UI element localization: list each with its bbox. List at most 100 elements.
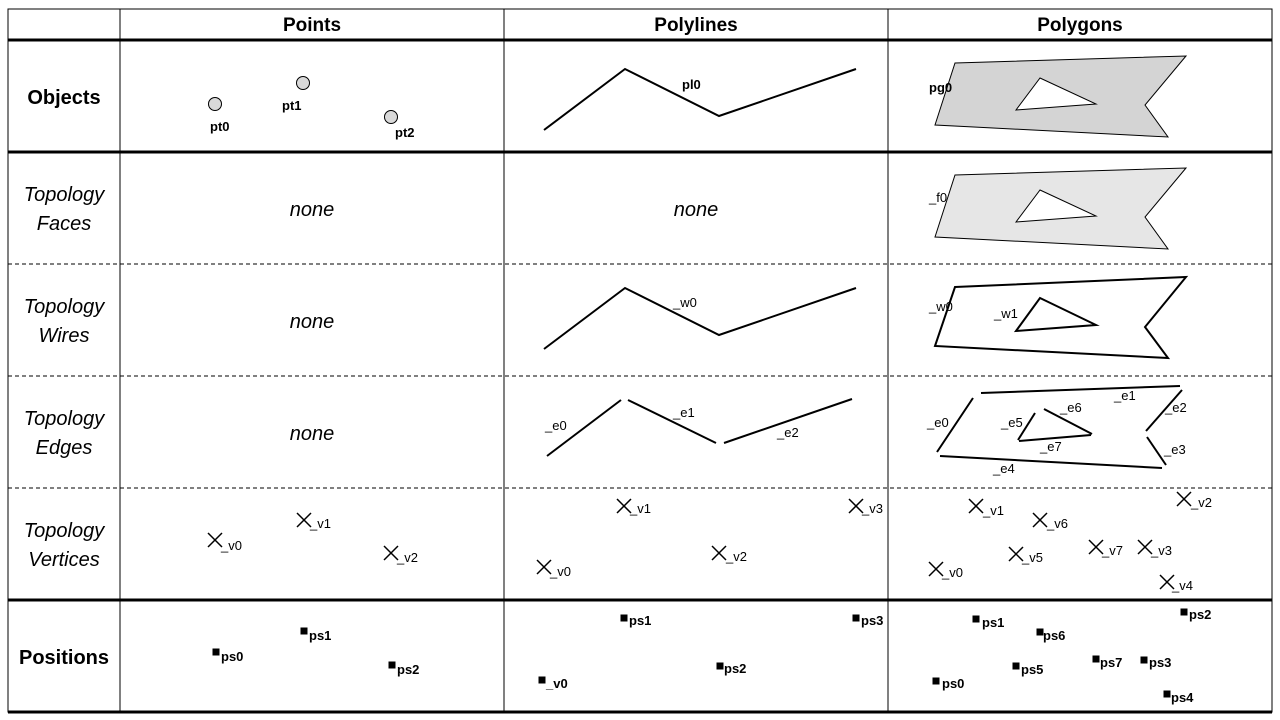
position-mark-polygon-ps0 bbox=[932, 677, 940, 685]
label-points-ps1: ps1 bbox=[309, 628, 331, 643]
label-polyline-ps3: ps3 bbox=[861, 613, 883, 628]
vertex-mark-polyline-v2 bbox=[711, 545, 727, 561]
header-points: Points bbox=[283, 15, 341, 36]
edges-polygon: _e0 _e1 _e2 _e3 _e4 _e5 _e6 _e7 bbox=[926, 385, 1187, 476]
row-label-wires-line1: Topology bbox=[24, 296, 105, 318]
vertex-mark-polyline-v3 bbox=[848, 498, 864, 514]
label-points-v1: _v1 bbox=[309, 516, 331, 531]
vertex-mark-polygon-v6 bbox=[1032, 512, 1048, 528]
vertices-polyline-labels: _v0 _v1 _v2 _v3 bbox=[549, 501, 883, 579]
label-polygon-ps3: ps3 bbox=[1149, 655, 1171, 670]
label-pt2: pt2 bbox=[395, 125, 415, 140]
label-points-v2: _v2 bbox=[396, 550, 418, 565]
label-polyline-e1: _e1 bbox=[672, 405, 695, 420]
label-polygon-e1: _e1 bbox=[1113, 388, 1136, 403]
position-mark-polygon-ps3 bbox=[1140, 656, 1148, 664]
vertex-mark-polygon-v1 bbox=[968, 498, 984, 514]
position-mark-polyline-ps1 bbox=[620, 614, 628, 622]
position-mark-polygon-ps2 bbox=[1180, 608, 1188, 616]
label-polygon-v7: _v7 bbox=[1101, 543, 1123, 558]
vertex-mark-points-v1 bbox=[296, 512, 312, 528]
label-polygon-ps1: ps1 bbox=[982, 615, 1004, 630]
label-polygon-e7: _e7 bbox=[1039, 439, 1062, 454]
vertex-mark-points-v2 bbox=[383, 545, 399, 561]
faces-polygon: _f0 bbox=[928, 167, 1188, 250]
edge-polygon-e1 bbox=[980, 385, 1181, 394]
label-polygon-w1: _w1 bbox=[993, 306, 1018, 321]
position-marks bbox=[212, 608, 1188, 698]
vertex-mark-polygon-v2 bbox=[1176, 491, 1192, 507]
position-mark-points-ps0 bbox=[212, 648, 220, 656]
label-polygon-e0: _e0 bbox=[926, 415, 949, 430]
label-polyline-ps1: ps1 bbox=[629, 613, 651, 628]
edge-polygon-e7 bbox=[1018, 434, 1092, 442]
vertex-mark-polygon-v5 bbox=[1008, 546, 1024, 562]
label-points-ps0: ps0 bbox=[221, 649, 243, 664]
objects-polygon: pg0 bbox=[929, 55, 1188, 138]
edge-polygon-e4 bbox=[939, 455, 1163, 469]
label-polygon-v6: _v6 bbox=[1046, 516, 1068, 531]
vertex-mark-polyline-v0 bbox=[536, 559, 552, 575]
vertex-mark-polygon-v3 bbox=[1137, 539, 1153, 555]
positions-points-labels: ps0 ps1 ps2 bbox=[221, 628, 419, 677]
label-polygon-e5: _e5 bbox=[1000, 415, 1023, 430]
label-polygon-v3: _v3 bbox=[1150, 543, 1172, 558]
point-pt2 bbox=[384, 110, 398, 124]
point-pt0 bbox=[208, 97, 222, 111]
label-polygon-w0: _w0 bbox=[928, 299, 953, 314]
edge-polyline-e2 bbox=[723, 398, 853, 444]
label-pt0: pt0 bbox=[210, 119, 230, 134]
vertex-mark-polygon-v7 bbox=[1088, 539, 1104, 555]
position-mark-polygon-ps6 bbox=[1036, 628, 1044, 636]
label-polygon-ps5: ps5 bbox=[1021, 662, 1043, 677]
label-polygon-e4: _e4 bbox=[992, 461, 1015, 476]
edge-polyline-e1 bbox=[627, 399, 717, 444]
label-pl0: pl0 bbox=[682, 77, 701, 92]
edge-polyline-e0 bbox=[546, 399, 622, 457]
positions-polygon-labels: ps0 ps1 ps2 ps3 ps4 ps5 ps6 ps7 bbox=[942, 607, 1211, 705]
edge-polygon-e2 bbox=[1145, 389, 1183, 432]
position-mark-polygon-ps5 bbox=[1012, 662, 1020, 670]
label-polyline-v2: _v2 bbox=[725, 549, 747, 564]
row-label-edges-line1: Topology bbox=[24, 408, 105, 430]
label-polygon-ps2: ps2 bbox=[1189, 607, 1211, 622]
label-polygon-v5: _v5 bbox=[1021, 550, 1043, 565]
none-polylines-faces: none bbox=[674, 199, 719, 221]
label-polyline-pv0: _v0 bbox=[545, 676, 568, 691]
label-polygon-ps4: ps4 bbox=[1171, 690, 1194, 705]
label-pt1: pt1 bbox=[282, 98, 302, 113]
none-points-faces: none bbox=[290, 199, 335, 221]
label-f0: _f0 bbox=[928, 190, 947, 205]
objects-polyline: pl0 bbox=[543, 67, 857, 131]
label-polyline-v1: _v1 bbox=[629, 501, 651, 516]
face-f0 bbox=[934, 167, 1188, 250]
position-mark-polyline-ps3 bbox=[852, 614, 860, 622]
label-polygon-ps0: ps0 bbox=[942, 676, 964, 691]
row-label-positions: Positions bbox=[19, 647, 109, 669]
edge-polygon-e5 bbox=[1017, 412, 1036, 441]
label-points-ps2: ps2 bbox=[397, 662, 419, 677]
position-mark-polygon-ps7 bbox=[1092, 655, 1100, 663]
label-polygon-v4: _v4 bbox=[1171, 578, 1193, 593]
label-points-v0: _v0 bbox=[220, 538, 242, 553]
row-label-vertices-line2: Vertices bbox=[28, 549, 100, 571]
vertices-polygon-labels: _v0 _v1 _v2 _v3 _v4 _v5 _v6 _v7 bbox=[941, 495, 1212, 593]
position-mark-polyline-v0 bbox=[538, 676, 546, 684]
vertex-mark-polygon-v0 bbox=[928, 561, 944, 577]
label-polyline-v0: _v0 bbox=[549, 564, 571, 579]
edge-polygon-e0 bbox=[936, 397, 974, 453]
label-polygon-v0: _v0 bbox=[941, 565, 963, 580]
polygon-pg0 bbox=[934, 55, 1188, 138]
row-label-edges-line2: Edges bbox=[36, 437, 93, 459]
vertex-marks bbox=[207, 491, 1192, 590]
label-polygon-v1: _v1 bbox=[982, 503, 1004, 518]
row-label-wires-line2: Wires bbox=[39, 325, 90, 347]
edge-polygon-e6 bbox=[1043, 408, 1093, 435]
vertices-points-labels: _v0 _v1 _v2 bbox=[220, 516, 418, 565]
wire-polygon-w1 bbox=[1013, 296, 1100, 333]
none-points-wires: none bbox=[290, 311, 335, 333]
header-polygons: Polygons bbox=[1037, 15, 1123, 36]
point-pt1 bbox=[296, 76, 310, 90]
edges-polyline: _e0 _e1 _e2 bbox=[544, 398, 853, 457]
label-polyline-e0: _e0 bbox=[544, 418, 567, 433]
